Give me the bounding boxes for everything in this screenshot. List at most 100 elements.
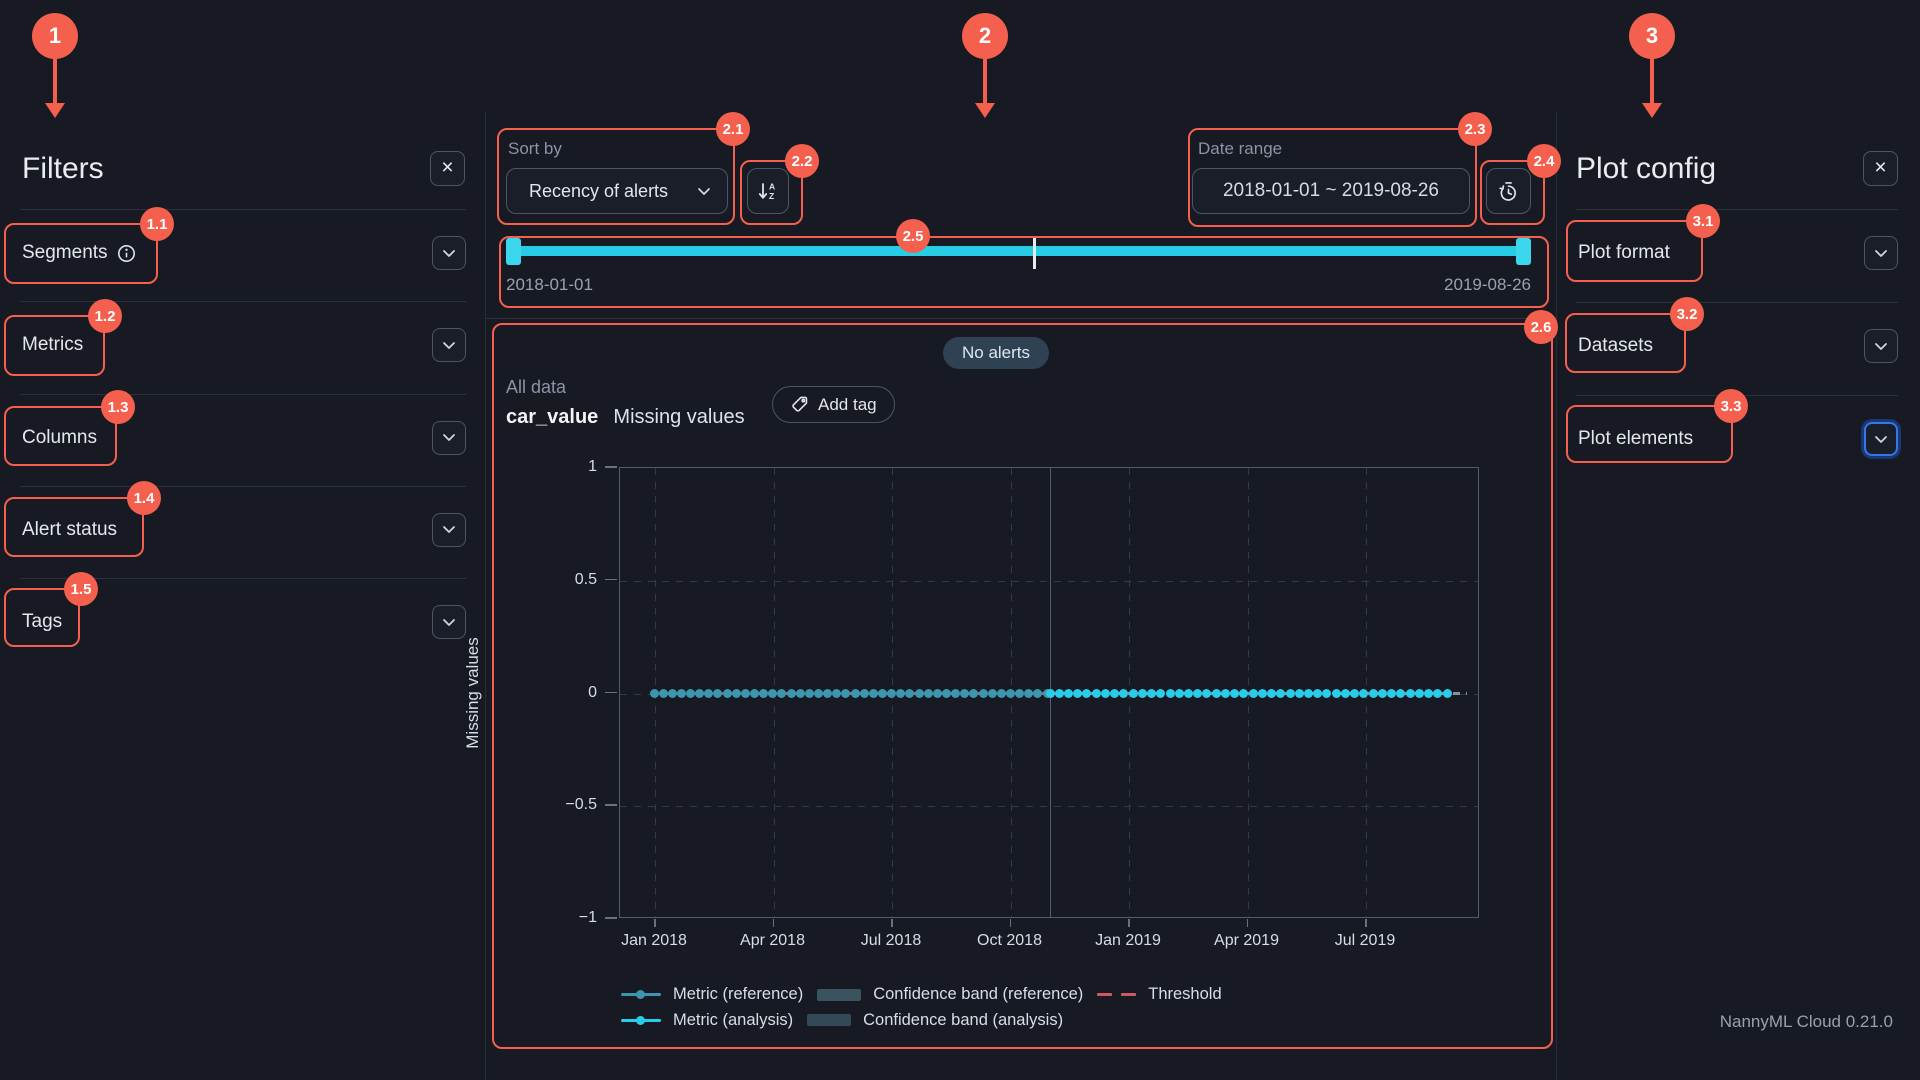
section-expand-button[interactable] (432, 605, 466, 640)
section-divider (20, 485, 466, 487)
metric-point-analysis (1128, 689, 1138, 698)
section-divider (1576, 302, 1898, 303)
y-gridline (620, 806, 1478, 808)
annotation-callout-1: 1 (32, 13, 78, 59)
metric-point-analysis (1063, 689, 1073, 698)
add-tag-button[interactable]: Add tag (772, 386, 895, 423)
section-divider (20, 393, 466, 395)
metric-point-reference (722, 689, 732, 698)
timeline-slider-track[interactable] (506, 246, 1531, 256)
metric-point-analysis (1220, 689, 1230, 698)
section-expand-button[interactable] (432, 236, 466, 270)
section-expand-button[interactable] (432, 512, 466, 547)
legend-item: Metric (reference) (621, 985, 803, 1004)
annotation-arrow-stem (983, 57, 987, 104)
annotation-arrow-head (975, 103, 995, 118)
section-expand-button[interactable] (432, 328, 466, 363)
section-expand-button[interactable] (1864, 422, 1898, 456)
filter-section-metrics: Metrics (20, 301, 466, 371)
metric-point-analysis (1147, 689, 1157, 698)
filter-section-tags: Tags (20, 578, 466, 648)
section-row: Columns (20, 421, 466, 455)
metric-point-reference (750, 689, 760, 698)
section-row: Datasets (1576, 329, 1898, 363)
metric-point-reference (658, 689, 668, 698)
legend-line-swatch (621, 990, 661, 999)
svg-text:A: A (769, 182, 775, 192)
plot-config-close-button[interactable]: × (1863, 151, 1898, 186)
slider-handle-end[interactable] (1516, 238, 1531, 265)
filters-panel-title: Filters (22, 152, 104, 185)
section-divider (20, 301, 466, 303)
metric-point-analysis (1091, 689, 1101, 698)
config-section-plot-format: Plot format (1576, 209, 1898, 279)
legend-band-swatch (817, 988, 862, 1001)
metric-point-analysis (1276, 689, 1286, 698)
info-icon[interactable] (117, 244, 136, 263)
metric-point-reference (1024, 689, 1034, 698)
annotation-arrow-stem (53, 57, 57, 104)
metric-point-analysis (1183, 689, 1193, 698)
date-range-input[interactable]: 2018-01-01 ~ 2019-08-26 (1192, 168, 1470, 214)
metric-point-analysis (1045, 689, 1055, 698)
metric-point-analysis (1368, 689, 1378, 698)
x-tick-label: Oct 2018 (977, 932, 1042, 949)
metric-point-analysis (1202, 689, 1212, 698)
legend-row: Metric (reference) Confidence band (refer… (621, 982, 1222, 1007)
metric-point-analysis (1377, 689, 1387, 698)
svg-text:Z: Z (769, 191, 774, 201)
app-version-label: NannyML Cloud 0.21.0 (1719, 1012, 1893, 1031)
metric-point-analysis (1387, 689, 1397, 698)
section-label: Tags (22, 611, 63, 633)
metric-point-analysis (1137, 689, 1147, 698)
section-expand-button[interactable] (432, 420, 466, 455)
chart-column-name: car_value (506, 406, 599, 428)
metric-point-reference (740, 689, 750, 698)
metric-point-reference (676, 689, 686, 698)
metric-point-reference (887, 689, 897, 698)
metric-point-analysis (1414, 689, 1424, 698)
left-panel-divider (485, 112, 486, 1080)
slider-caret (1033, 236, 1036, 269)
y-axis-title: Missing values (463, 637, 482, 749)
metric-point-analysis (1340, 689, 1350, 698)
date-range-reset-button[interactable] (1486, 168, 1531, 214)
y-tick-label: −0.5 (565, 796, 597, 814)
annotation-callout-3: 3 (1629, 13, 1675, 59)
metric-point-reference (686, 689, 696, 698)
metric-point-analysis (1359, 689, 1369, 698)
plot-area[interactable] (619, 467, 1479, 918)
metric-point-analysis (1248, 689, 1258, 698)
section-expand-button[interactable] (1864, 236, 1898, 270)
section-label: Columns (22, 426, 97, 448)
metric-point-analysis (1174, 689, 1184, 698)
metric-point-analysis (1230, 689, 1240, 698)
metric-point-analysis (1304, 689, 1313, 698)
metric-point-reference (777, 689, 787, 698)
chevron-down-icon (1875, 249, 1887, 257)
metric-point-reference (759, 689, 769, 698)
x-tick-mark (654, 919, 656, 927)
metric-point-analysis (1396, 689, 1406, 698)
y-tick-label: 0.5 (574, 570, 597, 588)
section-expand-button[interactable] (1864, 329, 1898, 363)
slider-handle-start[interactable] (506, 238, 521, 265)
filters-close-button[interactable]: × (430, 151, 465, 186)
legend-label: Metric (analysis) (673, 1010, 794, 1029)
plot-config-panel-title: Plot config (1576, 152, 1717, 185)
y-tick-mark (605, 466, 617, 468)
metric-point-analysis (1405, 689, 1415, 698)
annotation-arrow-head (1642, 103, 1662, 118)
y-tick-mark (605, 578, 617, 581)
metric-point-analysis (1211, 689, 1221, 698)
metric-point-analysis (1193, 689, 1203, 698)
metric-point-reference (951, 689, 961, 698)
metric-point-reference (987, 689, 997, 698)
y-tick-mark (605, 691, 617, 693)
metric-point-reference (795, 689, 805, 698)
dataset-label: All data (506, 377, 567, 397)
x-tick-mark (1009, 919, 1011, 927)
metric-point-analysis (1239, 689, 1249, 698)
sort-direction-button[interactable]: A Z (747, 168, 789, 214)
sort-by-select[interactable]: Recency of alerts (506, 168, 728, 214)
